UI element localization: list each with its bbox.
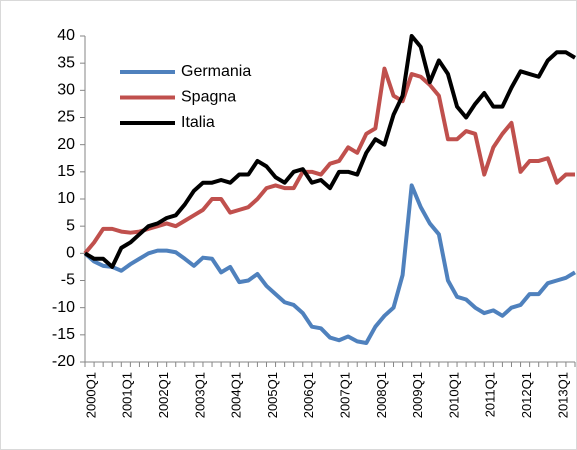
legend-label: Germania bbox=[181, 63, 251, 80]
x-tick-label: 2005Q1 bbox=[265, 372, 280, 418]
x-tick-label: 2004Q1 bbox=[229, 372, 244, 418]
y-tick-label: 40 bbox=[57, 27, 75, 44]
x-tick-label: 2000Q1 bbox=[83, 372, 98, 418]
x-tick-label: 2013Q1 bbox=[555, 372, 570, 418]
series-line bbox=[83, 66, 575, 255]
x-tick-label: 2001Q1 bbox=[120, 372, 135, 418]
series-line bbox=[83, 183, 577, 345]
x-tick-label: 2010Q1 bbox=[446, 372, 461, 418]
y-tick-label: 35 bbox=[57, 54, 75, 71]
y-tick-label: 20 bbox=[57, 136, 75, 153]
legend-label: Spagna bbox=[181, 89, 236, 106]
y-tick-label: 5 bbox=[66, 217, 75, 234]
x-tick-label: 2002Q1 bbox=[156, 372, 171, 418]
series-line bbox=[83, 34, 577, 269]
y-tick-label: 25 bbox=[57, 109, 75, 126]
x-tick-label: 2011Q1 bbox=[483, 372, 498, 417]
x-tick-label: 2012Q1 bbox=[519, 372, 534, 418]
y-tick-label: -15 bbox=[52, 326, 75, 343]
x-tick-label: 2007Q1 bbox=[338, 372, 353, 418]
y-tick-label: -10 bbox=[52, 299, 75, 316]
x-tick-label: 2006Q1 bbox=[301, 372, 316, 418]
legend-label: Italia bbox=[181, 114, 215, 131]
y-tick-label: 0 bbox=[66, 245, 75, 262]
y-tick-label: 30 bbox=[57, 82, 75, 99]
x-tick-label: 2009Q1 bbox=[410, 372, 425, 418]
y-tick-label: 15 bbox=[57, 163, 75, 180]
x-tick-label: 2003Q1 bbox=[192, 372, 207, 418]
y-tick-label: -5 bbox=[61, 272, 75, 289]
y-tick-label: 10 bbox=[57, 190, 75, 207]
x-tick-label: 2008Q1 bbox=[374, 372, 389, 418]
y-tick-label: -20 bbox=[52, 353, 75, 370]
